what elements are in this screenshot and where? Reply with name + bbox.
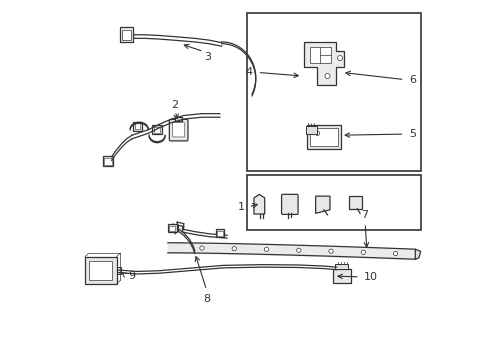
Text: 1: 1 (238, 202, 245, 212)
Text: 10: 10 (364, 272, 377, 282)
Bar (154, 127, 160, 133)
Text: 4: 4 (245, 67, 252, 77)
Bar (333, 269, 351, 283)
Bar (85, 257, 117, 284)
Circle shape (296, 248, 301, 252)
Text: 5: 5 (409, 129, 416, 139)
Bar (307, 125, 341, 149)
Text: 3: 3 (204, 51, 211, 62)
Bar (247, 13, 421, 171)
Bar (117, 267, 121, 274)
Bar (175, 117, 182, 121)
Bar (122, 30, 131, 40)
Bar (170, 226, 175, 231)
FancyBboxPatch shape (282, 194, 298, 215)
Polygon shape (349, 196, 362, 209)
Text: 6: 6 (409, 75, 416, 85)
Polygon shape (310, 47, 331, 63)
Text: 8: 8 (203, 294, 210, 304)
Bar (89, 261, 112, 280)
Circle shape (200, 246, 204, 250)
Circle shape (265, 247, 269, 252)
Circle shape (393, 251, 398, 256)
Bar (335, 264, 348, 269)
Text: 7: 7 (362, 210, 368, 220)
Circle shape (315, 131, 319, 135)
Polygon shape (416, 249, 421, 259)
Circle shape (338, 55, 343, 60)
Bar (133, 122, 142, 131)
Bar (104, 158, 112, 165)
Circle shape (329, 249, 333, 253)
Polygon shape (316, 196, 330, 213)
Bar (120, 27, 133, 42)
Polygon shape (254, 194, 265, 214)
Circle shape (361, 250, 366, 255)
Bar (247, 175, 421, 230)
Text: 2: 2 (172, 100, 179, 110)
Circle shape (325, 73, 330, 78)
Bar (217, 230, 223, 235)
Bar (168, 225, 176, 232)
Circle shape (232, 247, 236, 251)
Bar (306, 126, 317, 134)
Bar (102, 156, 113, 166)
Bar (152, 125, 162, 134)
FancyBboxPatch shape (170, 120, 188, 141)
Polygon shape (304, 42, 343, 85)
Text: 9: 9 (128, 271, 136, 281)
Bar (135, 123, 140, 129)
Bar (310, 129, 338, 145)
Bar (216, 229, 224, 237)
FancyBboxPatch shape (172, 123, 185, 137)
